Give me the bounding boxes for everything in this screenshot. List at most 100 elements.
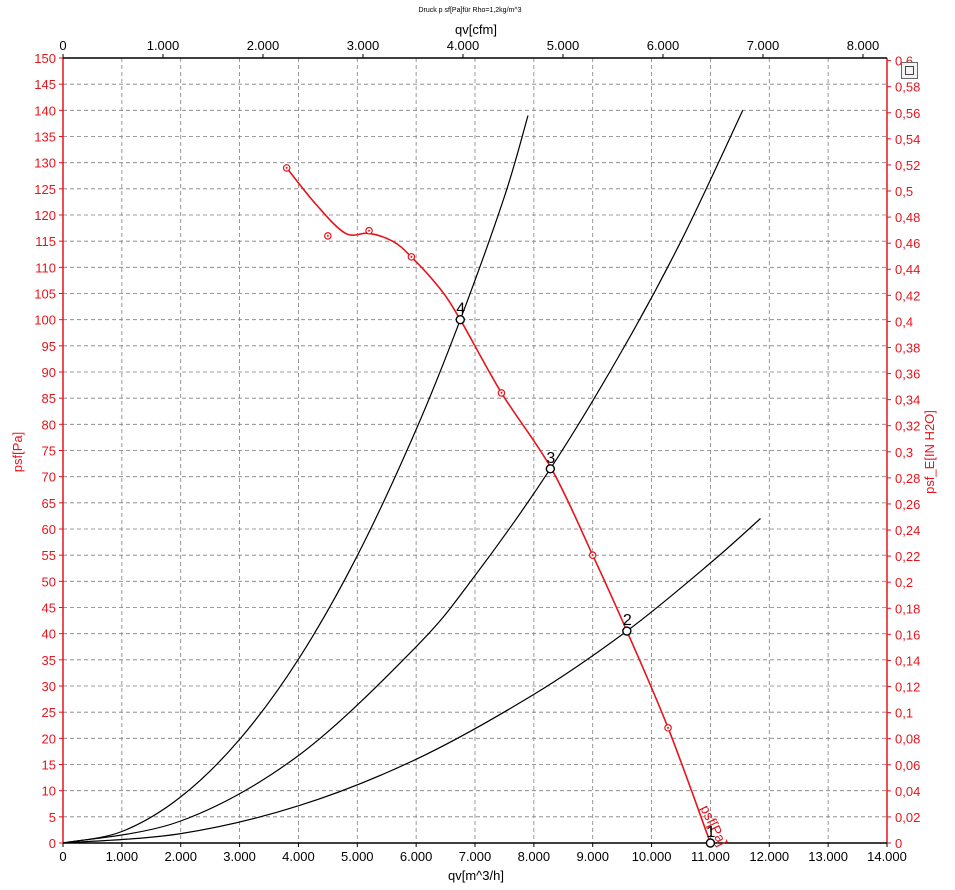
- left-tick-label: 25: [42, 705, 56, 720]
- left-tick-label: 130: [34, 156, 56, 171]
- bottom-axis-label: qv[m^3/h]: [448, 868, 504, 883]
- bottom-tick-label: 8.000: [518, 849, 551, 864]
- left-tick-label: 125: [34, 182, 56, 197]
- operating-point-2: [622, 626, 632, 636]
- left-tick-label: 40: [42, 627, 56, 642]
- bottom-tick-label: 0: [59, 849, 66, 864]
- right-tick-label: 0,14: [895, 653, 920, 668]
- top-tick-label: 3.000: [347, 38, 380, 53]
- right-tick-label: 0,18: [895, 601, 920, 616]
- bottom-tick-label: 6.000: [400, 849, 433, 864]
- measured-point-dot: [410, 255, 413, 258]
- right-tick-label: 0,2: [895, 575, 913, 590]
- right-tick-label: 0,38: [895, 340, 920, 355]
- left-tick-label: 5: [49, 810, 56, 825]
- bottom-tick-label: 9.000: [576, 849, 609, 864]
- bottom-tick-label: 14.000: [867, 849, 907, 864]
- right-tick-label: 0,06: [895, 758, 920, 773]
- right-tick-label: 0,32: [895, 419, 920, 434]
- left-tick-label: 80: [42, 417, 56, 432]
- left-axis-label: psf[Pa]: [10, 432, 25, 472]
- left-tick-label: 15: [42, 758, 56, 773]
- system-curve-4: [62, 115, 529, 844]
- system-curves: [62, 110, 761, 844]
- right-tick-label: 0,1: [895, 706, 913, 721]
- right-tick-label: 0,24: [895, 523, 920, 538]
- system-curve-3: [62, 110, 744, 844]
- system-curve-2: [62, 518, 761, 844]
- left-tick-label: 50: [42, 574, 56, 589]
- left-tick-label: 55: [42, 548, 56, 563]
- left-tick-label: 105: [34, 287, 56, 302]
- left-tick-label: 90: [42, 365, 56, 380]
- left-tick-label: 0: [49, 836, 56, 851]
- bottom-tick-label: 10.000: [632, 849, 672, 864]
- right-tick-label: 0,54: [895, 132, 920, 147]
- bottom-tick-label: 2.000: [164, 849, 197, 864]
- operating-point-label-1: 1: [706, 824, 715, 841]
- left-tick-label: 135: [34, 130, 56, 145]
- right-tick-label: 0,58: [895, 80, 920, 95]
- top-tick-label: 0: [59, 38, 66, 53]
- bottom-tick-label: 13.000: [808, 849, 848, 864]
- operating-point-label-3: 3: [546, 450, 555, 467]
- top-axis-label: qv[cfm]: [455, 22, 497, 37]
- top-tick-label: 5.000: [547, 38, 580, 53]
- right-tick-label: 0,26: [895, 497, 920, 512]
- chart-title: Druck p sf[Pa]für Rho=1,2kg/m^3: [418, 7, 521, 14]
- left-tick-label: 120: [34, 208, 56, 223]
- right-tick-label: 0,04: [895, 784, 920, 799]
- right-tick-label: 0,46: [895, 236, 920, 251]
- top-tick-label: 4.000: [447, 38, 480, 53]
- right-tick-label: 0: [895, 836, 902, 851]
- right-tick-label: 0,16: [895, 627, 920, 642]
- right-tick-label: 0,52: [895, 158, 920, 173]
- right-tick-label: 0,28: [895, 471, 920, 486]
- measured-point-dot: [667, 726, 670, 729]
- measured-point-dot: [326, 234, 329, 237]
- measured-point-dot: [500, 391, 503, 394]
- left-tick-label: 70: [42, 470, 56, 485]
- top-tick-label: 2.000: [247, 38, 280, 53]
- left-tick-label: 140: [34, 103, 56, 118]
- fan-curve-line: [286, 167, 712, 844]
- grid: [63, 58, 887, 843]
- left-tick-label: 35: [42, 653, 56, 668]
- top-tick-label: 7.000: [747, 38, 780, 53]
- left-tick-label: 150: [34, 51, 56, 66]
- print-icon[interactable]: [901, 62, 918, 79]
- bottom-tick-label: 7.000: [459, 849, 492, 864]
- left-tick-label: 20: [42, 731, 56, 746]
- left-tick-label: 75: [42, 444, 56, 459]
- top-tick-label: 1.000: [147, 38, 180, 53]
- right-tick-label: 0,34: [895, 393, 920, 408]
- bottom-tick-label: 1.000: [106, 849, 139, 864]
- right-tick-label: 0,3: [895, 445, 913, 460]
- left-tick-label: 45: [42, 601, 56, 616]
- left-tick-label: 145: [34, 77, 56, 92]
- operating-point-1: [705, 838, 716, 848]
- tick-labels: 0 1.000 2.000 3.000 4.000 5.000 6.000 7.000 8.00…: [34, 38, 920, 864]
- measured-point-dot: [285, 166, 288, 169]
- operating-point-3: [545, 464, 556, 474]
- left-tick-label: 85: [42, 391, 56, 406]
- right-axis-label: psf_E[IN H2O]: [922, 410, 937, 494]
- right-tick-label: 0,44: [895, 262, 920, 277]
- measured-point-dot: [368, 229, 371, 232]
- right-tick-label: 0,36: [895, 367, 920, 382]
- right-tick-label: 0,56: [895, 106, 920, 121]
- left-tick-label: 30: [42, 679, 56, 694]
- measured-point-dot: [591, 554, 594, 557]
- bottom-tick-label: 4.000: [282, 849, 315, 864]
- left-tick-label: 95: [42, 339, 56, 354]
- right-tick-label: 0,12: [895, 680, 920, 695]
- operating-point-label-2: 2: [623, 612, 632, 629]
- right-tick-label: 0,4: [895, 314, 913, 329]
- bottom-tick-label: 11.000: [691, 849, 730, 864]
- operating-points: 1 2 3 4: [455, 301, 716, 848]
- left-tick-label: 60: [42, 522, 56, 537]
- bottom-tick-label: 3.000: [223, 849, 256, 864]
- right-tick-label: 0,5: [895, 184, 913, 199]
